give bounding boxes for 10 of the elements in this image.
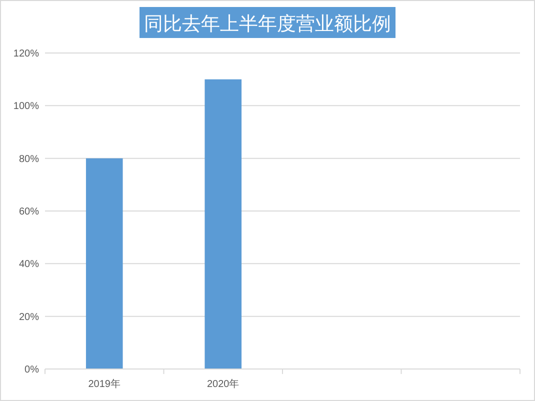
y-tick-label: 80% <box>18 154 40 165</box>
y-tick-label: 0% <box>24 364 40 376</box>
y-tick-label: 120% <box>13 48 40 60</box>
y-tick-label: 100% <box>13 101 40 112</box>
chart-title: 同比去年上半年度营业额比例 <box>144 13 391 35</box>
y-tick-label: 40% <box>18 259 40 270</box>
y-tick-label: 60% <box>18 206 40 218</box>
y-tick-label: 20% <box>18 312 40 323</box>
x-tick-label: 2019年 <box>88 378 120 390</box>
x-tick-label: 2020年 <box>207 378 240 390</box>
